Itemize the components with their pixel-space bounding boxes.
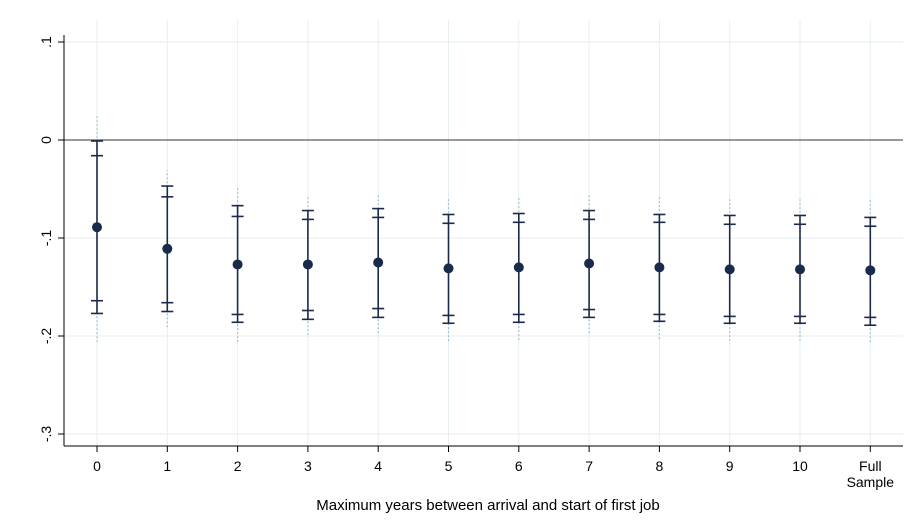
x-tick-label: 5	[445, 458, 453, 474]
x-tick-label: Full	[859, 458, 882, 474]
data-marks	[91, 114, 877, 342]
point-estimate	[513, 262, 524, 273]
y-tick-label: .1	[38, 36, 54, 48]
x-tick-label: Sample	[847, 474, 895, 490]
point-estimate	[865, 265, 876, 276]
x-tick-label: 4	[374, 458, 382, 474]
x-axis-title: Maximum years between arrival and start …	[316, 497, 659, 514]
point-estimate	[92, 222, 102, 233]
x-tick-label: 1	[163, 458, 171, 474]
y-tick-label: -.3	[38, 426, 54, 443]
point-estimate	[373, 257, 384, 268]
point-estimate	[302, 259, 313, 270]
point-estimate	[232, 259, 243, 270]
point-estimate	[584, 258, 595, 269]
x-tick-label: 8	[656, 458, 664, 474]
x-tick-label: 7	[585, 458, 593, 474]
x-tick-label: 9	[726, 458, 734, 474]
point-estimate	[795, 264, 805, 275]
point-estimate	[162, 243, 173, 254]
point-estimate	[724, 264, 735, 275]
gridlines	[64, 20, 903, 446]
point-estimate	[443, 263, 454, 274]
x-tick-label: 10	[792, 458, 808, 474]
y-tick-label: -.1	[38, 230, 54, 247]
point-estimate	[654, 262, 665, 273]
x-tick-label: 0	[93, 458, 101, 474]
y-tick-label: -.2	[38, 328, 54, 345]
x-tick-label: 2	[234, 458, 242, 474]
x-tick-label: 3	[304, 458, 312, 474]
x-tick-label: 6	[515, 458, 523, 474]
y-tick-label: 0	[38, 136, 54, 144]
